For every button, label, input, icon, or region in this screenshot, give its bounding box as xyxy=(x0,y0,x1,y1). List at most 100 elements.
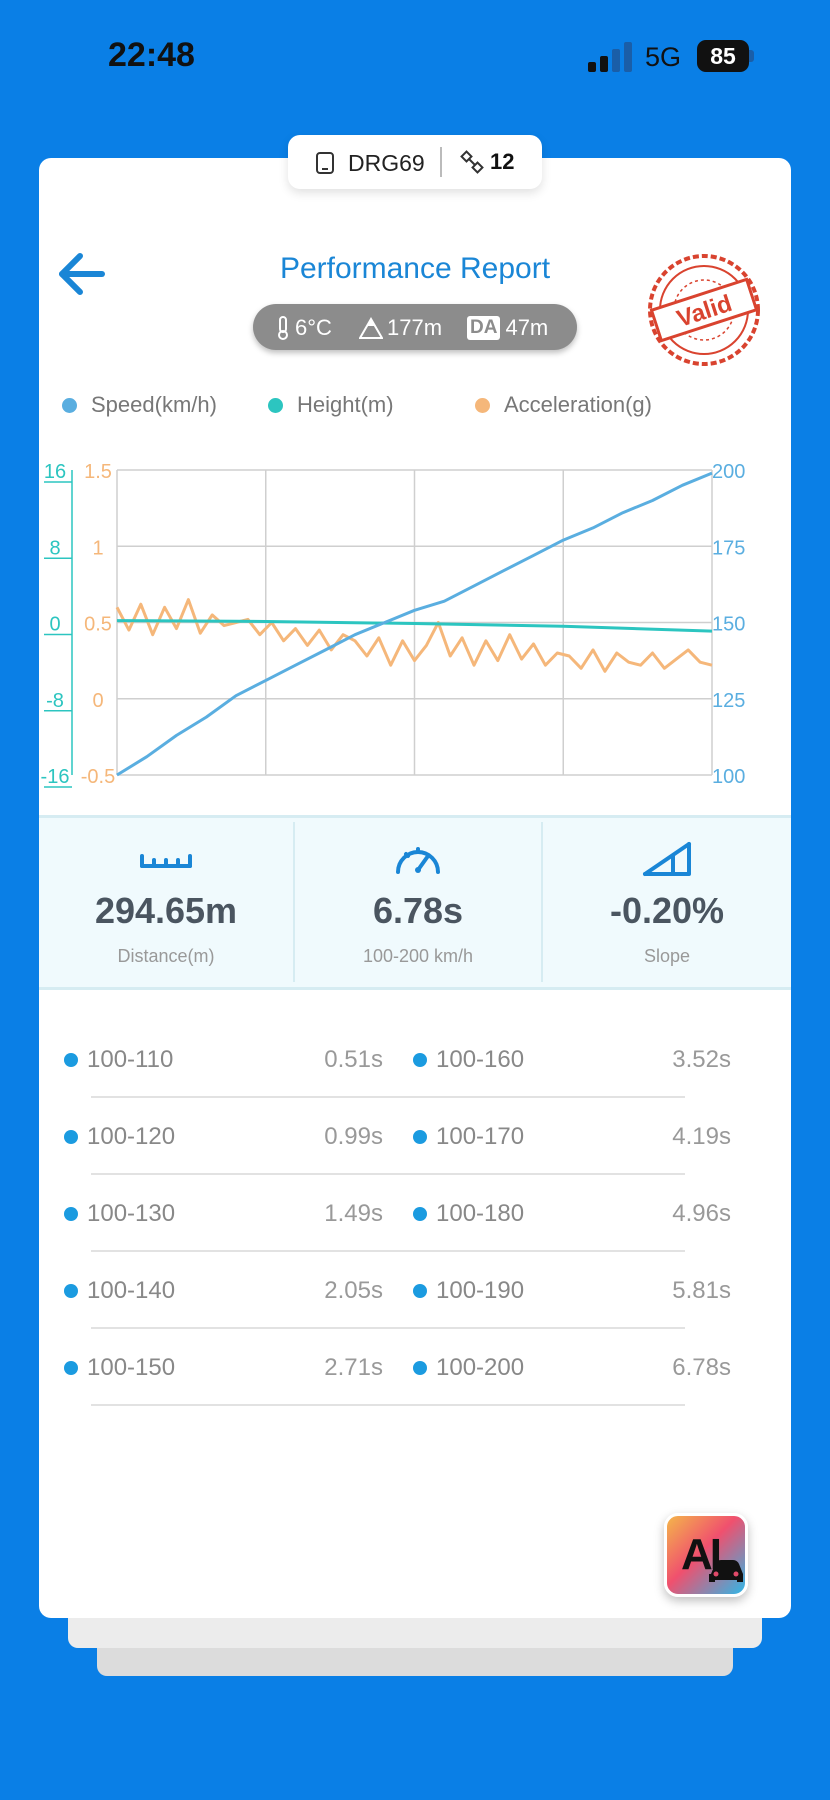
speed-tick-label: 100 xyxy=(712,766,745,788)
back-arrow-icon[interactable] xyxy=(56,250,108,298)
split-time: 4.19s xyxy=(672,1123,731,1150)
split-range: 100-200 xyxy=(436,1354,525,1381)
split-range: 100-150 xyxy=(87,1354,176,1381)
split-time: 2.05s xyxy=(324,1277,383,1304)
legend-dot xyxy=(268,397,283,413)
legend-acceleration[interactable]: Acceleration(g) xyxy=(475,392,652,418)
legend-height[interactable]: Height(m) xyxy=(268,392,394,418)
divider xyxy=(541,822,543,982)
legend-speed[interactable]: Speed(km/h) xyxy=(62,392,217,418)
divider xyxy=(440,147,442,177)
split-range: 100-170 xyxy=(436,1123,525,1150)
device-icon xyxy=(316,152,334,174)
speedometer-icon xyxy=(396,847,440,874)
temperature: 6°C xyxy=(295,315,332,340)
divider xyxy=(91,1173,685,1175)
split-range: 100-180 xyxy=(436,1200,525,1227)
table-row: 100-110 0.51s 100-160 3.52s xyxy=(0,1020,830,1098)
slope-icon xyxy=(643,842,691,876)
table-row: 100-150 2.71s 100-200 6.78s xyxy=(0,1328,830,1406)
status-time: 22:48 xyxy=(108,36,195,74)
slope-label: Slope xyxy=(643,946,691,966)
acceleration-tick-label: 1 xyxy=(92,537,103,559)
mountain-icon xyxy=(359,317,383,339)
divider xyxy=(293,822,295,982)
chart-legend: Speed(km/h) Height(m) Acceleration(g) xyxy=(0,392,830,422)
split-range: 100-130 xyxy=(87,1200,176,1227)
battery-icon: 85 xyxy=(697,40,755,72)
height-tick-label: 16 xyxy=(44,461,66,483)
bullet-icon xyxy=(413,1361,427,1375)
time-value: 6.78s xyxy=(372,890,464,931)
divider xyxy=(91,1096,685,1098)
altitude: 177m xyxy=(387,315,443,340)
bullet-icon xyxy=(413,1053,427,1067)
split-range: 100-160 xyxy=(436,1046,525,1073)
stat-slope: -0.20% Slope xyxy=(543,818,791,987)
split-time: 2.71s xyxy=(324,1354,383,1381)
height-tick-label: -8 xyxy=(46,690,64,712)
valid-stamp-icon: Valid xyxy=(648,254,760,366)
satellite-count: 12 xyxy=(490,149,515,174)
distance-value: 294.65m xyxy=(94,890,238,931)
divider xyxy=(91,1404,685,1406)
performance-chart: 16 1.5 200 8 1 175 0 0.5 150 -8 0 125 -16 -0.5 100 xyxy=(41,461,746,788)
speed-tick-label: 125 xyxy=(712,690,745,712)
height-line xyxy=(116,619,713,633)
satellite-icon xyxy=(460,150,484,174)
bullet-icon xyxy=(64,1207,78,1221)
split-time: 0.51s xyxy=(324,1046,383,1073)
legend-label: Speed(km/h) xyxy=(91,392,217,417)
conditions-pill: 6°C 177m DA 47m xyxy=(253,304,577,350)
split-time: 3.52s xyxy=(672,1046,731,1073)
split-time: 1.49s xyxy=(324,1200,383,1227)
density-altitude: 47m xyxy=(505,315,549,340)
table-row: 100-130 1.49s 100-180 4.96s xyxy=(0,1174,830,1252)
legend-label: Height(m) xyxy=(297,392,394,417)
acceleration-tick-label: 0 xyxy=(92,690,103,712)
split-time: 4.96s xyxy=(672,1200,731,1227)
ai-assistant-button[interactable]: AI xyxy=(664,1513,748,1597)
bullet-icon xyxy=(413,1130,427,1144)
ruler-icon xyxy=(140,854,192,868)
acceleration-line xyxy=(115,598,713,673)
stat-time: 6.78s 100-200 km/h xyxy=(295,818,541,987)
bullet-icon xyxy=(413,1284,427,1298)
split-time: 0.99s xyxy=(324,1123,383,1150)
table-row: 100-120 0.99s 100-170 4.19s xyxy=(0,1097,830,1175)
split-time: 6.78s xyxy=(672,1354,731,1381)
speed-tick-label: 200 xyxy=(712,461,745,483)
stat-distance: 294.65m Distance(m) xyxy=(39,818,293,987)
battery-level: 85 xyxy=(697,40,749,72)
table-row: 100-140 2.05s 100-190 5.81s xyxy=(0,1251,830,1329)
bullet-icon xyxy=(64,1361,78,1375)
speed-line xyxy=(116,471,713,777)
split-range: 100-110 xyxy=(87,1046,174,1073)
bullet-icon xyxy=(64,1053,78,1067)
page-title: Performance Report xyxy=(279,252,551,285)
slope-value: -0.20% xyxy=(609,890,725,931)
device-pill[interactable]: DRG69 12 xyxy=(288,135,542,189)
split-range: 100-190 xyxy=(436,1277,525,1304)
divider xyxy=(91,1250,685,1252)
device-name: DRG69 xyxy=(348,150,425,176)
legend-dot xyxy=(475,397,490,413)
split-range: 100-120 xyxy=(87,1123,176,1150)
distance-label: Distance(m) xyxy=(117,946,215,966)
height-tick-label: -16 xyxy=(41,766,70,788)
legend-dot xyxy=(62,397,77,413)
speed-tick-label: 150 xyxy=(712,614,745,636)
bullet-icon xyxy=(413,1207,427,1221)
bullet-icon xyxy=(64,1130,78,1144)
cellular-signal-icon xyxy=(588,42,634,72)
status-bar: 22:48 5G 85 xyxy=(0,0,830,110)
stats-band: 294.65m Distance(m) 6.78s 100-200 km/h -… xyxy=(39,815,791,990)
network-type: 5G xyxy=(645,42,682,72)
acceleration-tick-label: 1.5 xyxy=(84,461,112,483)
split-time: 5.81s xyxy=(672,1277,731,1304)
height-tick-label: 8 xyxy=(49,537,60,559)
divider xyxy=(91,1327,685,1329)
car-icon xyxy=(709,1560,743,1582)
acceleration-tick-label: -0.5 xyxy=(81,766,115,788)
time-label: 100-200 km/h xyxy=(362,946,474,966)
